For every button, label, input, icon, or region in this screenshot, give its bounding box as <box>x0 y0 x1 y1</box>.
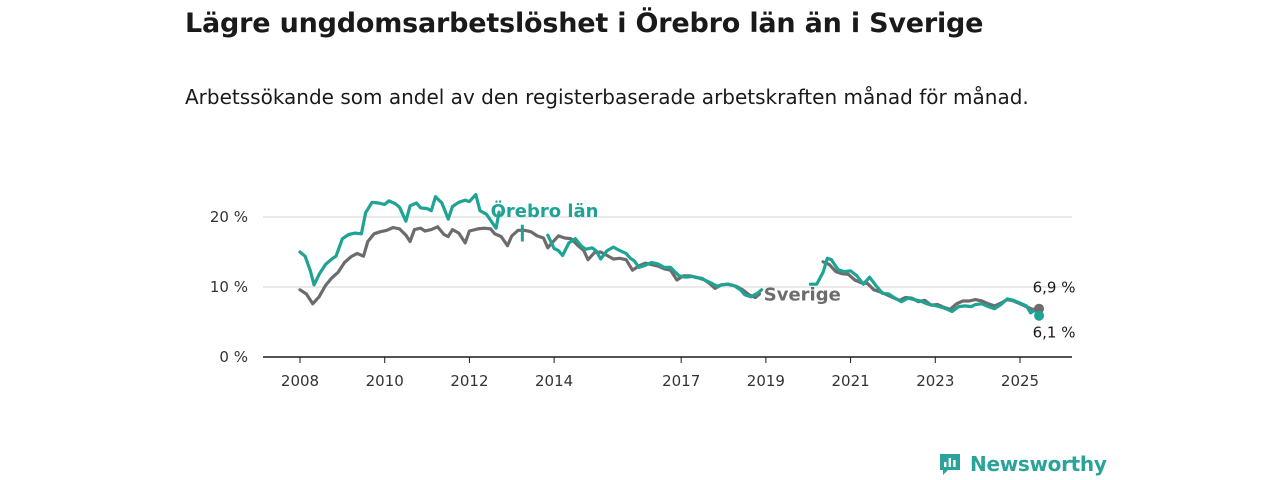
chart-title: Lägre ungdomsarbetslöshet i Örebro län ä… <box>185 8 984 39</box>
brand-name: Newsworthy <box>970 452 1107 476</box>
x-tick-label: 2010 <box>366 372 404 390</box>
series-lines <box>298 193 1041 318</box>
end-marker <box>1034 310 1045 321</box>
y-tick-label: 0 % <box>219 348 248 366</box>
x-tick-label: 2012 <box>450 372 488 390</box>
series-line-orebro-lan <box>546 233 764 299</box>
end-labels: 6,9 % 6,1 % <box>1033 279 1076 342</box>
x-tick-label: 2014 <box>535 372 573 390</box>
x-tick-label: 2008 <box>281 372 319 390</box>
end-value-label: 6,9 % <box>1033 279 1076 297</box>
end-marker <box>1034 303 1045 314</box>
series-label-sverige: Sverige <box>764 285 841 306</box>
x-tick-label: 2017 <box>662 372 700 390</box>
line-chart: 0 % 10 % 20 % 2008 2010 2012 2014 2017 2019 2021… <box>210 193 1076 390</box>
grid-lines <box>263 216 1072 288</box>
x-tick-label: 2023 <box>916 372 954 390</box>
series-line-orebro-lan <box>298 193 501 287</box>
x-tick-label: 2019 <box>747 372 785 390</box>
newsworthy-logo-icon <box>940 454 960 475</box>
series-labels: Sverige Örebro län <box>491 200 841 306</box>
x-axis: 2008 2010 2012 2014 2017 2019 2021 2023 2025 <box>263 356 1072 390</box>
y-tick-label: 10 % <box>210 278 248 296</box>
chart-subtitle: Arbetssökande som andel av den registerb… <box>185 85 1029 109</box>
end-value-label: 6,1 % <box>1033 324 1076 342</box>
series-label-orebro-lan: Örebro län <box>491 200 599 222</box>
newsworthy-brand: Newsworthy <box>938 449 1107 479</box>
y-axis: 0 % 10 % 20 % <box>210 208 248 366</box>
y-tick-label: 20 % <box>210 208 248 226</box>
x-tick-label: 2021 <box>831 372 869 390</box>
series-line-sverige <box>821 260 1041 311</box>
x-tick-label: 2025 <box>1001 372 1039 390</box>
series-line-orebro-lan <box>808 256 1041 318</box>
series-line-sverige <box>298 225 762 306</box>
